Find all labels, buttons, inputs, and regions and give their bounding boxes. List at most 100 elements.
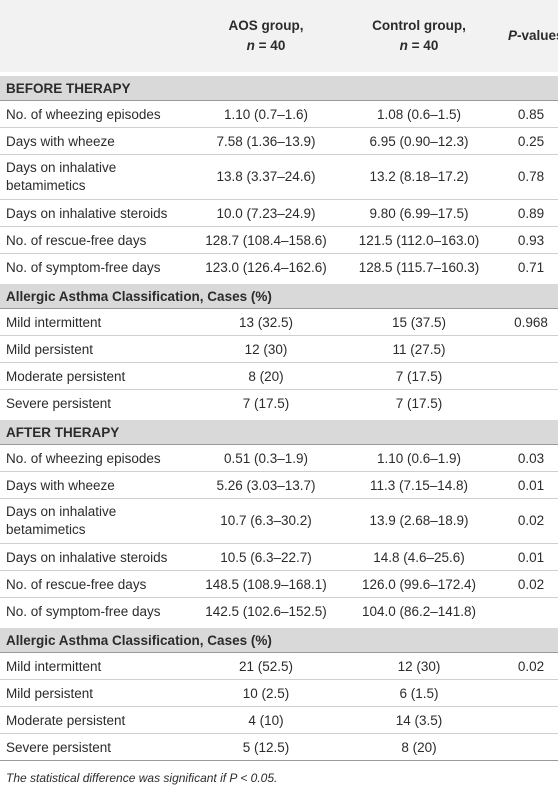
table-row: No. of rescue-free days 128.7 (108.4–158.… bbox=[0, 226, 558, 254]
control-cell: 12 (30) bbox=[334, 652, 504, 680]
data-table: AOS group, n = 40 Control group, n = 40 P-va… bbox=[0, 0, 558, 761]
row-label: Mild intermittent bbox=[0, 652, 198, 680]
control-cell: 11 (27.5) bbox=[334, 335, 504, 363]
control-cell: 11.3 (7.15–14.8) bbox=[334, 471, 504, 499]
p-cell: 0.03 bbox=[504, 444, 558, 472]
table-row: Moderate persistent 4 (10) 14 (3.5) bbox=[0, 706, 558, 734]
label-line: Days on inhalative steroids bbox=[6, 549, 168, 565]
row-label: Days with wheeze bbox=[0, 127, 198, 155]
aos-cell: 1.10 (0.7–1.6) bbox=[198, 100, 334, 128]
header-text: Control group, bbox=[372, 18, 466, 33]
aos-cell: 10 (2.5) bbox=[198, 679, 334, 707]
aos-cell: 13 (32.5) bbox=[198, 308, 334, 336]
label-line: Days on inhalative bbox=[6, 160, 117, 175]
p-cell: 0.78 bbox=[504, 154, 558, 200]
control-cell: 126.0 (99.6–172.4) bbox=[334, 570, 504, 598]
label-line: Severe persistent bbox=[6, 739, 112, 755]
control-cell: 15 (37.5) bbox=[334, 308, 504, 336]
row-label: Days with wheeze bbox=[0, 471, 198, 499]
p-cell: 0.02 bbox=[504, 498, 558, 544]
footnote: The statistical difference was significa… bbox=[6, 771, 278, 785]
table-row: Days with wheeze 7.58 (1.36–13.9) 6.95 (0.… bbox=[0, 127, 558, 155]
row-label: Mild persistent bbox=[0, 335, 198, 363]
aos-cell: 123.0 (126.4–162.6) bbox=[198, 253, 334, 283]
aos-cell: 5.26 (3.03–13.7) bbox=[198, 471, 334, 499]
row-label: Days on inhalative betamimetics bbox=[0, 498, 198, 544]
control-cell: 14.8 (4.6–25.6) bbox=[334, 543, 504, 571]
control-cell: 6.95 (0.90–12.3) bbox=[334, 127, 504, 155]
label-line: betamimetics bbox=[6, 178, 86, 193]
p-cell: 0.01 bbox=[504, 471, 558, 499]
control-cell: 8 (20) bbox=[334, 733, 504, 761]
control-cell: 6 (1.5) bbox=[334, 679, 504, 707]
table-row: Mild persistent 12 (30) 11 (27.5) bbox=[0, 335, 558, 363]
label-line: Moderate persistent bbox=[6, 712, 126, 728]
row-label: Days on inhalative betamimetics bbox=[0, 154, 198, 200]
aos-cell: 10.0 (7.23–24.9) bbox=[198, 199, 334, 227]
table-row: No. of symptom-free days 123.0 (126.4–162… bbox=[0, 253, 558, 283]
header-text: = 40 bbox=[407, 38, 439, 53]
aos-cell: 4 (10) bbox=[198, 706, 334, 734]
p-cell: 0.93 bbox=[504, 226, 558, 254]
header-symbol: P bbox=[508, 28, 518, 43]
header-cell: AOS group, n = 40 bbox=[198, 0, 334, 75]
header-symbol: n bbox=[399, 38, 408, 53]
control-cell: 1.08 (0.6–1.5) bbox=[334, 100, 504, 128]
label-line: Days with wheeze bbox=[6, 133, 115, 149]
control-cell: 13.9 (2.68–18.9) bbox=[334, 498, 504, 544]
label-line: Days with wheeze bbox=[6, 477, 115, 493]
row-label: Severe persistent bbox=[0, 733, 198, 761]
aos-cell: 5 (12.5) bbox=[198, 733, 334, 761]
row-label: Mild intermittent bbox=[0, 308, 198, 336]
row-label: No. of wheezing episodes bbox=[0, 100, 198, 128]
label-line: Days on inhalative bbox=[6, 504, 117, 519]
p-cell bbox=[504, 389, 558, 419]
row-label: No. of symptom-free days bbox=[0, 597, 198, 627]
aos-cell: 10.5 (6.3–22.7) bbox=[198, 543, 334, 571]
table-row: Severe persistent 5 (12.5) 8 (20) bbox=[0, 733, 558, 761]
table-row: Mild intermittent 13 (32.5) 15 (37.5) 0.968 bbox=[0, 308, 558, 336]
row-label: No. of rescue-free days bbox=[0, 570, 198, 598]
p-cell bbox=[504, 362, 558, 390]
control-cell: 104.0 (86.2–141.8) bbox=[334, 597, 504, 627]
control-cell: 9.80 (6.99–17.5) bbox=[334, 199, 504, 227]
section-row: BEFORE THERAPY bbox=[0, 72, 558, 101]
aos-cell: 21 (52.5) bbox=[198, 652, 334, 680]
section-row: Allergic Asthma Classification, Cases (%… bbox=[0, 280, 558, 309]
label-line: No. of symptom-free days bbox=[6, 259, 161, 275]
p-cell: 0.89 bbox=[504, 199, 558, 227]
label-line: Days on inhalative steroids bbox=[6, 205, 168, 221]
aos-cell: 142.5 (102.6–152.5) bbox=[198, 597, 334, 627]
control-cell: 1.10 (0.6–1.9) bbox=[334, 444, 504, 472]
table-row: Days on inhalative steroids 10.5 (6.3–22.… bbox=[0, 543, 558, 571]
p-cell bbox=[504, 706, 558, 734]
aos-cell: 7.58 (1.36–13.9) bbox=[198, 127, 334, 155]
p-cell bbox=[504, 335, 558, 363]
header-text: -values bbox=[517, 28, 558, 43]
label-line: Moderate persistent bbox=[6, 368, 126, 384]
row-label: Days on inhalative steroids bbox=[0, 199, 198, 227]
section-row: AFTER THERAPY bbox=[0, 416, 558, 445]
section-title: AFTER THERAPY bbox=[0, 416, 558, 445]
p-cell: 0.25 bbox=[504, 127, 558, 155]
table-row: Days on inhalative steroids 10.0 (7.23–24… bbox=[0, 199, 558, 227]
row-label: No. of symptom-free days bbox=[0, 253, 198, 283]
p-cell bbox=[504, 733, 558, 761]
p-cell bbox=[504, 679, 558, 707]
p-cell: 0.968 bbox=[504, 308, 558, 336]
aos-cell: 12 (30) bbox=[198, 335, 334, 363]
p-cell: 0.85 bbox=[504, 100, 558, 128]
table-row: No. of wheezing episodes 0.51 (0.3–1.9) 1.… bbox=[0, 444, 558, 472]
p-cell: 0.02 bbox=[504, 652, 558, 680]
row-label: Moderate persistent bbox=[0, 362, 198, 390]
label-line: No. of rescue-free days bbox=[6, 232, 147, 248]
header-cell: Control group, n = 40 bbox=[334, 0, 504, 75]
section-title: Allergic Asthma Classification, Cases (%… bbox=[0, 624, 558, 653]
label-line: No. of rescue-free days bbox=[6, 576, 147, 592]
table-body: AOS group, n = 40 Control group, n = 40 P-va… bbox=[0, 0, 558, 761]
control-cell: 7 (17.5) bbox=[334, 389, 504, 419]
section-title: BEFORE THERAPY bbox=[0, 72, 558, 101]
label-line: Mild intermittent bbox=[6, 658, 102, 674]
table-row: Moderate persistent 8 (20) 7 (17.5) bbox=[0, 362, 558, 390]
aos-cell: 148.5 (108.9–168.1) bbox=[198, 570, 334, 598]
